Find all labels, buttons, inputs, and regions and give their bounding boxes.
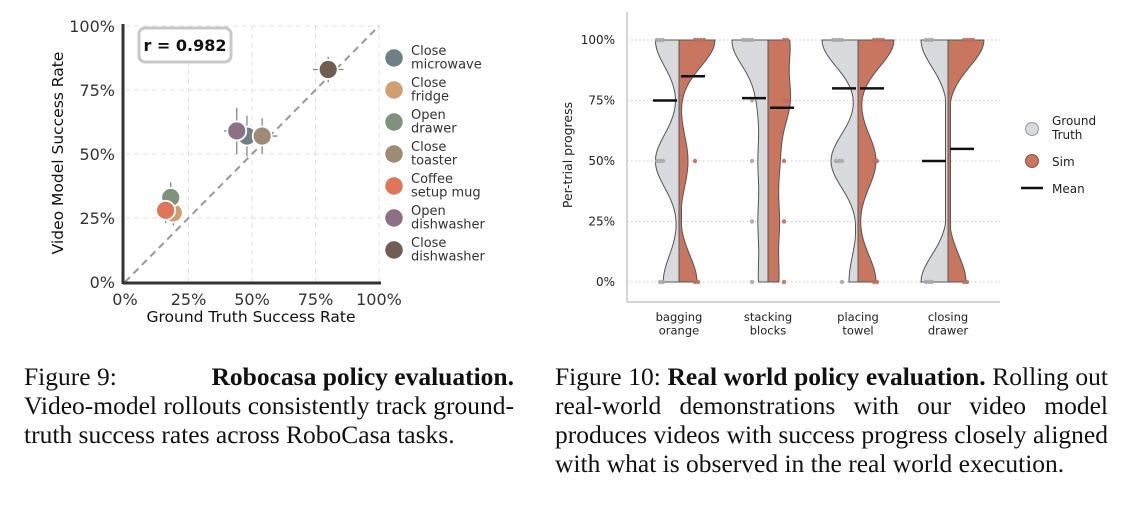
point-coffee-setup-mug (155, 199, 177, 221)
violins (653, 37, 985, 285)
legend-label-mean: Mean (1052, 182, 1085, 196)
y-axis-label: Per-trial progress (560, 102, 575, 208)
x-tick-label: 25% (171, 290, 207, 309)
x-tick-label: 75% (298, 290, 334, 309)
legend-label-coffee-setup-mug: Coffee setup mug (411, 172, 481, 201)
data-point-sim (784, 37, 790, 43)
data-point-sim (695, 279, 701, 285)
violin-ground-truth-closing-drawer (920, 39, 949, 283)
data-point-ground-truth (654, 158, 660, 164)
data-point-sim (784, 98, 790, 103)
legend-label-ground-truth: Ground Truth (1051, 114, 1096, 142)
x-tick-labels: bagging orange stacking blocks placing towel c… (656, 310, 969, 338)
data-point-ground-truth (830, 37, 836, 43)
legend-label-close-microwave: Close microwave (411, 44, 482, 73)
correlation-label: r = 0.982 (143, 36, 226, 55)
y-axis-label: Video Model Success Rate (49, 52, 67, 255)
y-tick-label: 75% (588, 94, 615, 108)
data-point-sim (701, 37, 707, 43)
legend: Ground Truth Sim Mean (1021, 114, 1096, 196)
legend-label-open-dishwasher: Open dishwasher (411, 204, 485, 233)
figure-9-number: Figure 9: (24, 362, 117, 391)
legend-marker-close-dishwasher (383, 239, 405, 261)
legend-marker-close-fridge (383, 79, 405, 101)
legend-label-close-toaster: Close toaster (411, 140, 458, 169)
data-point-sim (781, 158, 787, 164)
figure-9-caption: Figure 9: Robocasa policy evaluation. Vid… (24, 362, 514, 449)
violin-ground-truth-stacking-blocks (731, 39, 769, 283)
y-tick-label: 100% (69, 17, 115, 36)
robocasa-scatter-chart: 0% 25% 50% 75% 100% 0% 25% 50% 75% 100% r = 0.98… (49, 17, 485, 326)
x-tick-label: 100% (356, 290, 402, 309)
data-point-ground-truth (654, 37, 660, 43)
x-tick-label-closing-drawer: closing drawer (928, 310, 969, 338)
data-point-ground-truth (749, 158, 755, 164)
data-point-sim (781, 219, 787, 224)
y-tick-label: 50% (79, 145, 115, 164)
y-tick-label: 0% (596, 275, 615, 289)
legend-label-close-dishwasher: Close dishwasher (411, 236, 485, 265)
y-tick-labels: 0% 25% 50% 75% 100% (581, 33, 615, 289)
x-axis-label: Ground Truth Success Rate (146, 308, 355, 326)
data-point-ground-truth (740, 37, 746, 43)
scatter-points (155, 59, 339, 224)
y-tick-labels: 0% 25% 50% 75% 100% (69, 17, 115, 292)
x-tick-label-stacking-blocks: stacking blocks (744, 310, 792, 338)
figure-10-number: Figure 10: (555, 362, 661, 391)
data-point-ground-truth (839, 279, 845, 285)
data-point-ground-truth (749, 219, 755, 224)
y-tick-label: 25% (79, 209, 115, 228)
x-tick-label: 0% (112, 290, 137, 309)
x-tick-label-placing-towel: placing towel (837, 310, 879, 338)
legend-marker-open-drawer (383, 111, 405, 133)
legend-marker-close-toaster (383, 143, 405, 165)
data-point-ground-truth (749, 98, 755, 103)
legend-label-open-drawer: Open drawer (411, 108, 457, 137)
violin-ground-truth-bagging-orange (654, 39, 680, 283)
data-point-ground-truth (657, 279, 663, 285)
legend-marker-sim (1025, 154, 1039, 168)
x-tick-label: 50% (234, 290, 270, 309)
y-tick-label: 0% (90, 273, 115, 292)
data-point-sim (874, 158, 880, 164)
legend-marker-ground-truth (1025, 122, 1039, 136)
legend-marker-coffee-setup-mug (383, 175, 405, 197)
figure-10-title: Real world policy evaluation. (667, 362, 986, 391)
legend-label-close-fridge: Close fridge (411, 76, 449, 105)
y-tick-label: 75% (79, 81, 115, 100)
data-point-sim (970, 37, 976, 43)
figure-10-caption: Figure 10: Real world policy evaluation.… (555, 362, 1108, 478)
data-point-sim (781, 279, 787, 285)
data-point-ground-truth (833, 158, 839, 164)
x-tick-labels: 0% 25% 50% 75% 100% (112, 290, 402, 309)
x-tick-label-bagging-orange: bagging orange (656, 310, 703, 338)
point-close-dishwasher (317, 59, 339, 80)
data-point-sim (964, 279, 970, 285)
data-point-ground-truth (923, 279, 929, 285)
violin-sim-bagging-orange (678, 39, 716, 283)
data-point-sim (880, 37, 886, 43)
figure-9-body: Video-model rollouts consistently track … (24, 391, 514, 449)
violin-sim-closing-drawer (947, 39, 985, 283)
legend: Close microwave Close fridge Open drawer Close… (383, 44, 485, 265)
legend-label-sim: Sim (1052, 155, 1075, 169)
y-tick-label: 100% (581, 33, 615, 47)
point-open-dishwasher (226, 120, 248, 142)
legend-marker-open-dishwasher (383, 207, 405, 229)
real-world-violin-chart: 0% 25% 50% 75% 100% bagging orange stacking blo… (560, 12, 1096, 338)
correlation-box (137, 26, 233, 64)
y-tick-label: 50% (588, 154, 615, 168)
y-tick-label: 25% (588, 215, 615, 229)
point-close-toaster (251, 125, 273, 147)
data-point-sim (874, 279, 880, 285)
data-point-ground-truth (749, 279, 755, 285)
figure-9-title: Robocasa policy evaluation. (211, 362, 514, 391)
legend-marker-close-microwave (383, 47, 405, 69)
figure-10-body: Rolling out real-world demonstrations wi… (555, 362, 1109, 478)
data-point-sim (692, 158, 698, 164)
data-point-ground-truth (923, 37, 929, 43)
